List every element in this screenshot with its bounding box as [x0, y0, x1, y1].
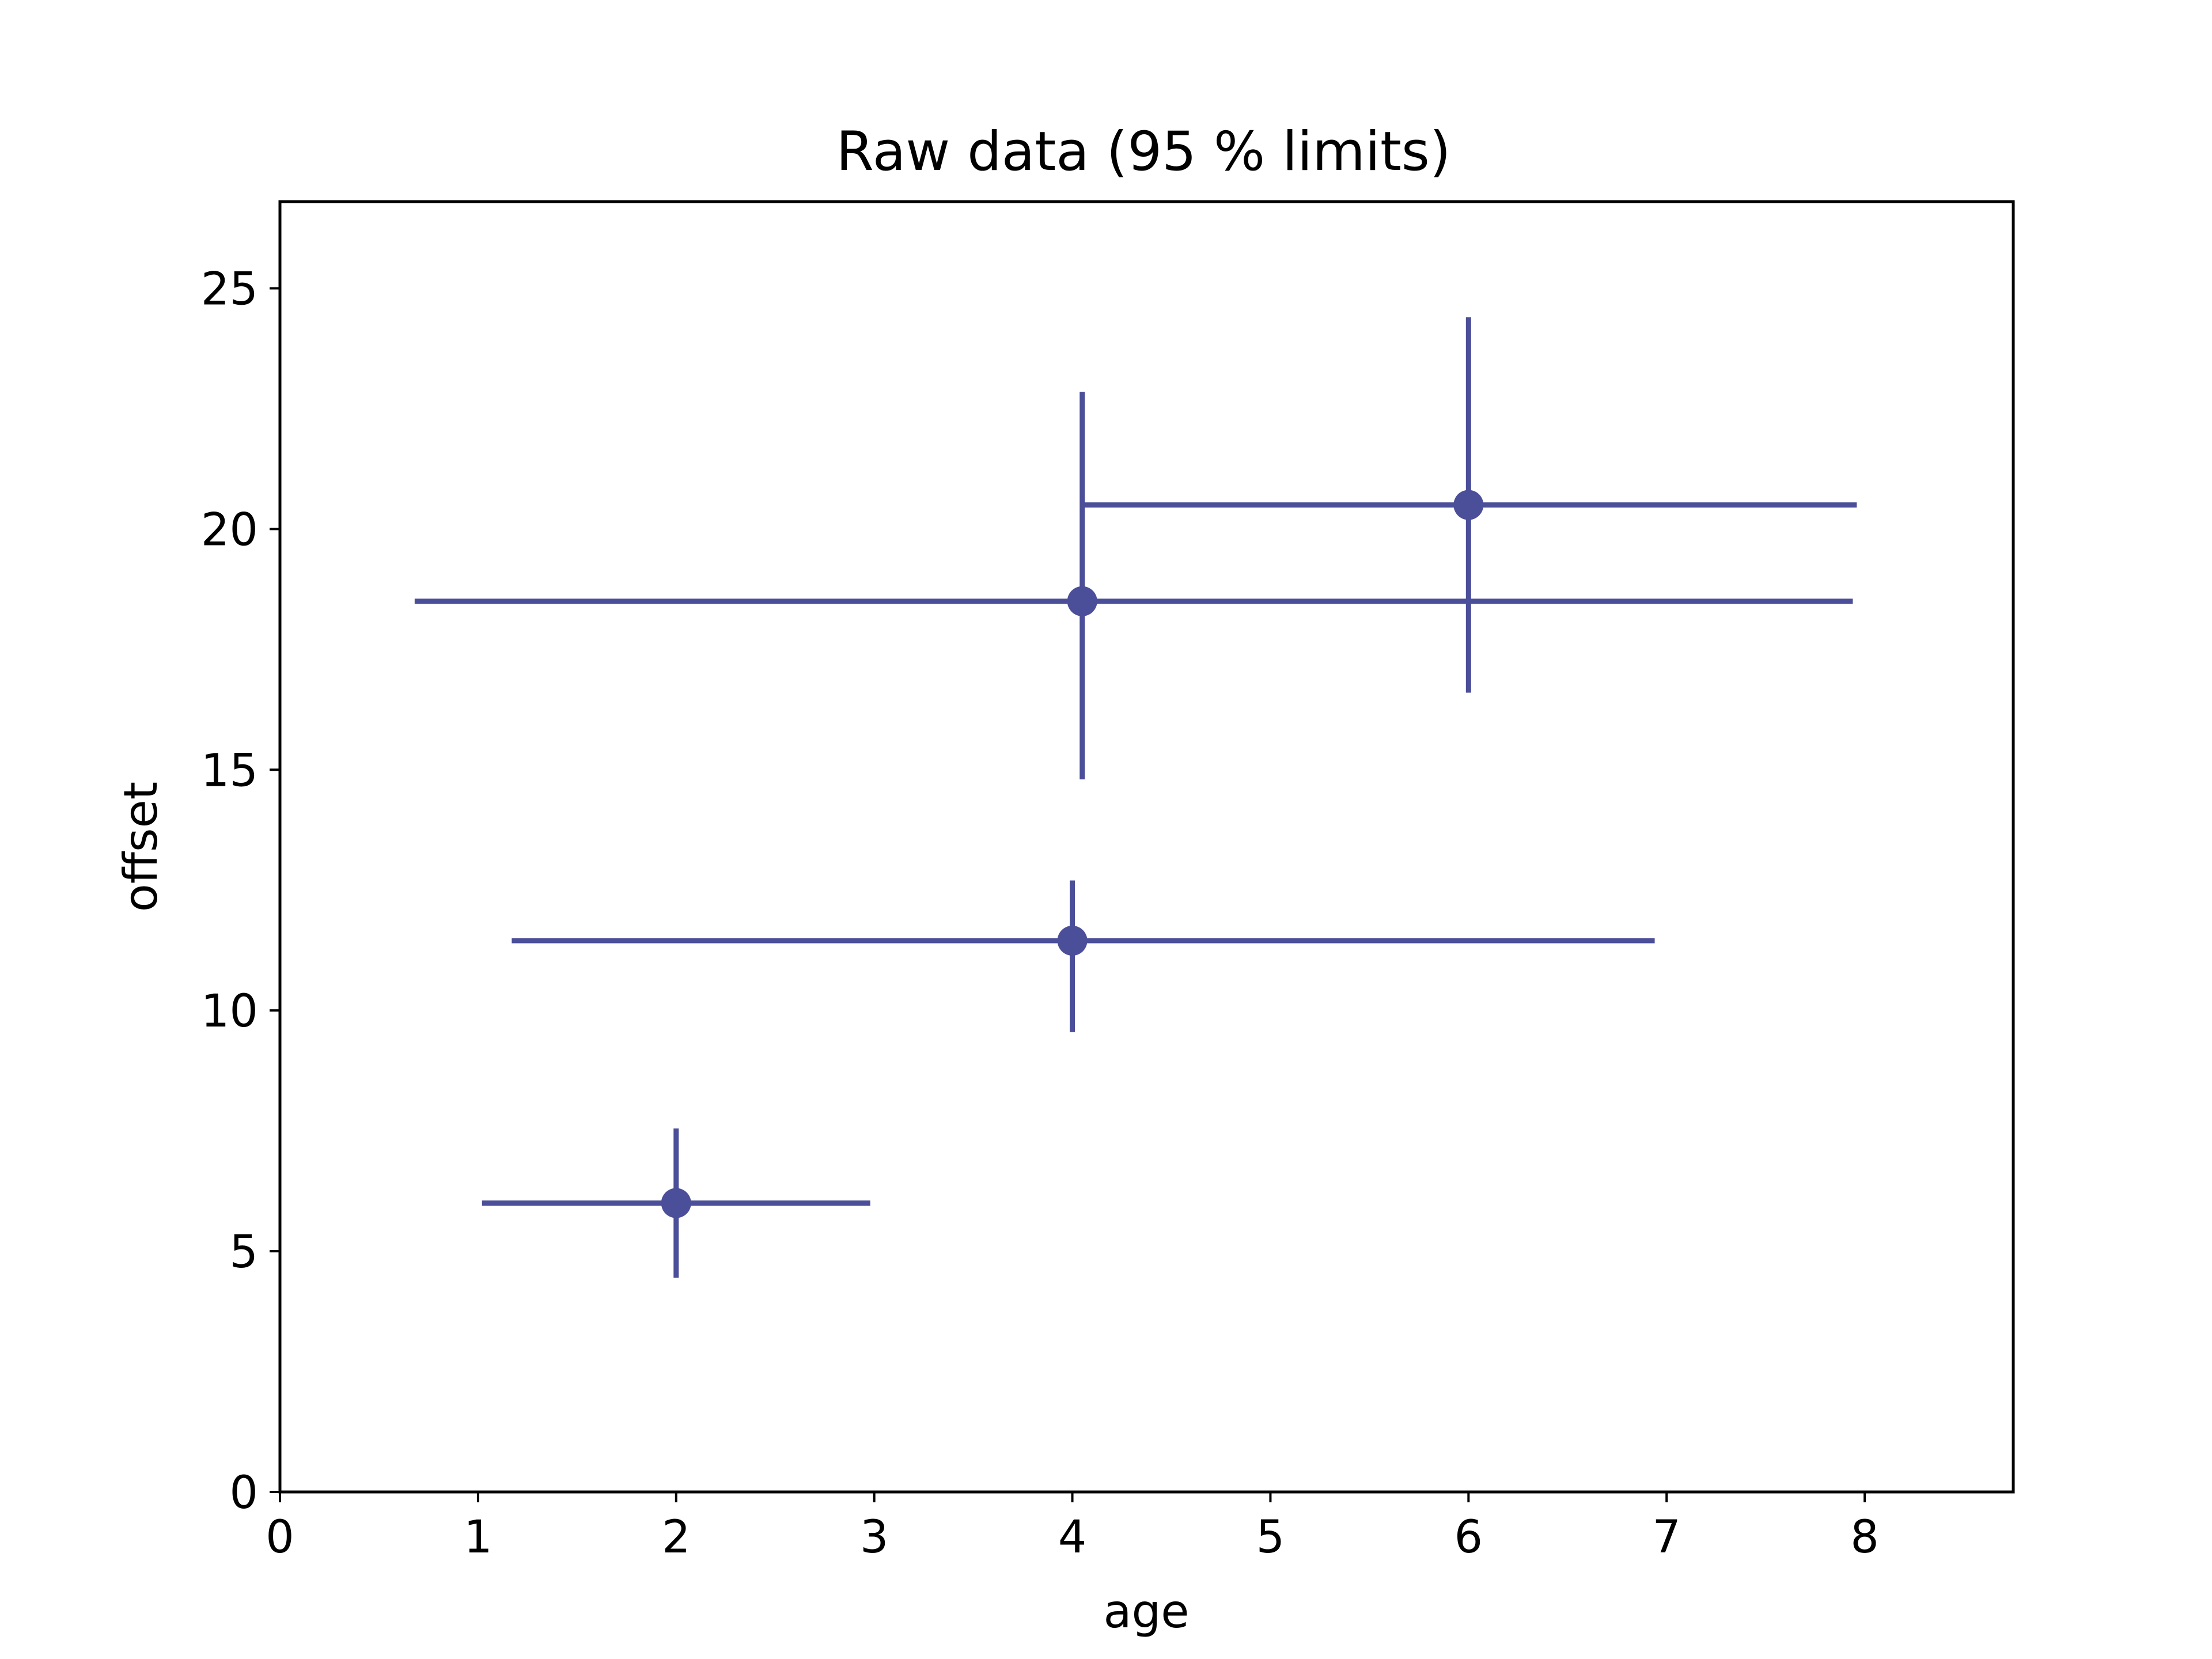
- data-point: [1453, 490, 1484, 520]
- data-point-group: [1082, 317, 1857, 693]
- data-point: [1057, 925, 1088, 956]
- data-point-group: [482, 1128, 870, 1278]
- x-tick-label: 5: [1256, 1512, 1285, 1563]
- x-axis-ticks: 0 1 2 3 4 5 6 7 8: [266, 1492, 1879, 1563]
- x-tick-label: 3: [860, 1512, 889, 1563]
- y-tick-label: 10: [201, 986, 258, 1037]
- y-tick-label: 20: [201, 504, 258, 556]
- y-axis-label: offset: [114, 782, 168, 912]
- x-tick-label: 2: [662, 1512, 691, 1563]
- y-axis-ticks: 0 5 10 15 20 25: [201, 263, 280, 1519]
- x-tick-label: 1: [464, 1512, 493, 1563]
- x-tick-label: 8: [1850, 1512, 1879, 1563]
- x-tick-label: 7: [1652, 1512, 1681, 1563]
- data-point: [661, 1188, 691, 1218]
- chart-title: Raw data (95 % limits): [836, 120, 1450, 183]
- y-tick-label: 5: [229, 1226, 258, 1278]
- y-tick-label: 15: [201, 745, 258, 797]
- data-point-group: [414, 392, 1853, 779]
- x-axis-label: age: [1103, 1585, 1189, 1638]
- data-marks: [414, 317, 1857, 1278]
- x-tick-label: 0: [266, 1512, 294, 1563]
- x-tick-label: 4: [1058, 1512, 1087, 1563]
- data-point: [1067, 586, 1097, 616]
- y-tick-label: 25: [201, 263, 258, 315]
- x-tick-label: 6: [1454, 1512, 1483, 1563]
- y-tick-label: 0: [229, 1467, 258, 1519]
- plot-frame: [278, 200, 2015, 1494]
- data-point-group: [512, 880, 1655, 1032]
